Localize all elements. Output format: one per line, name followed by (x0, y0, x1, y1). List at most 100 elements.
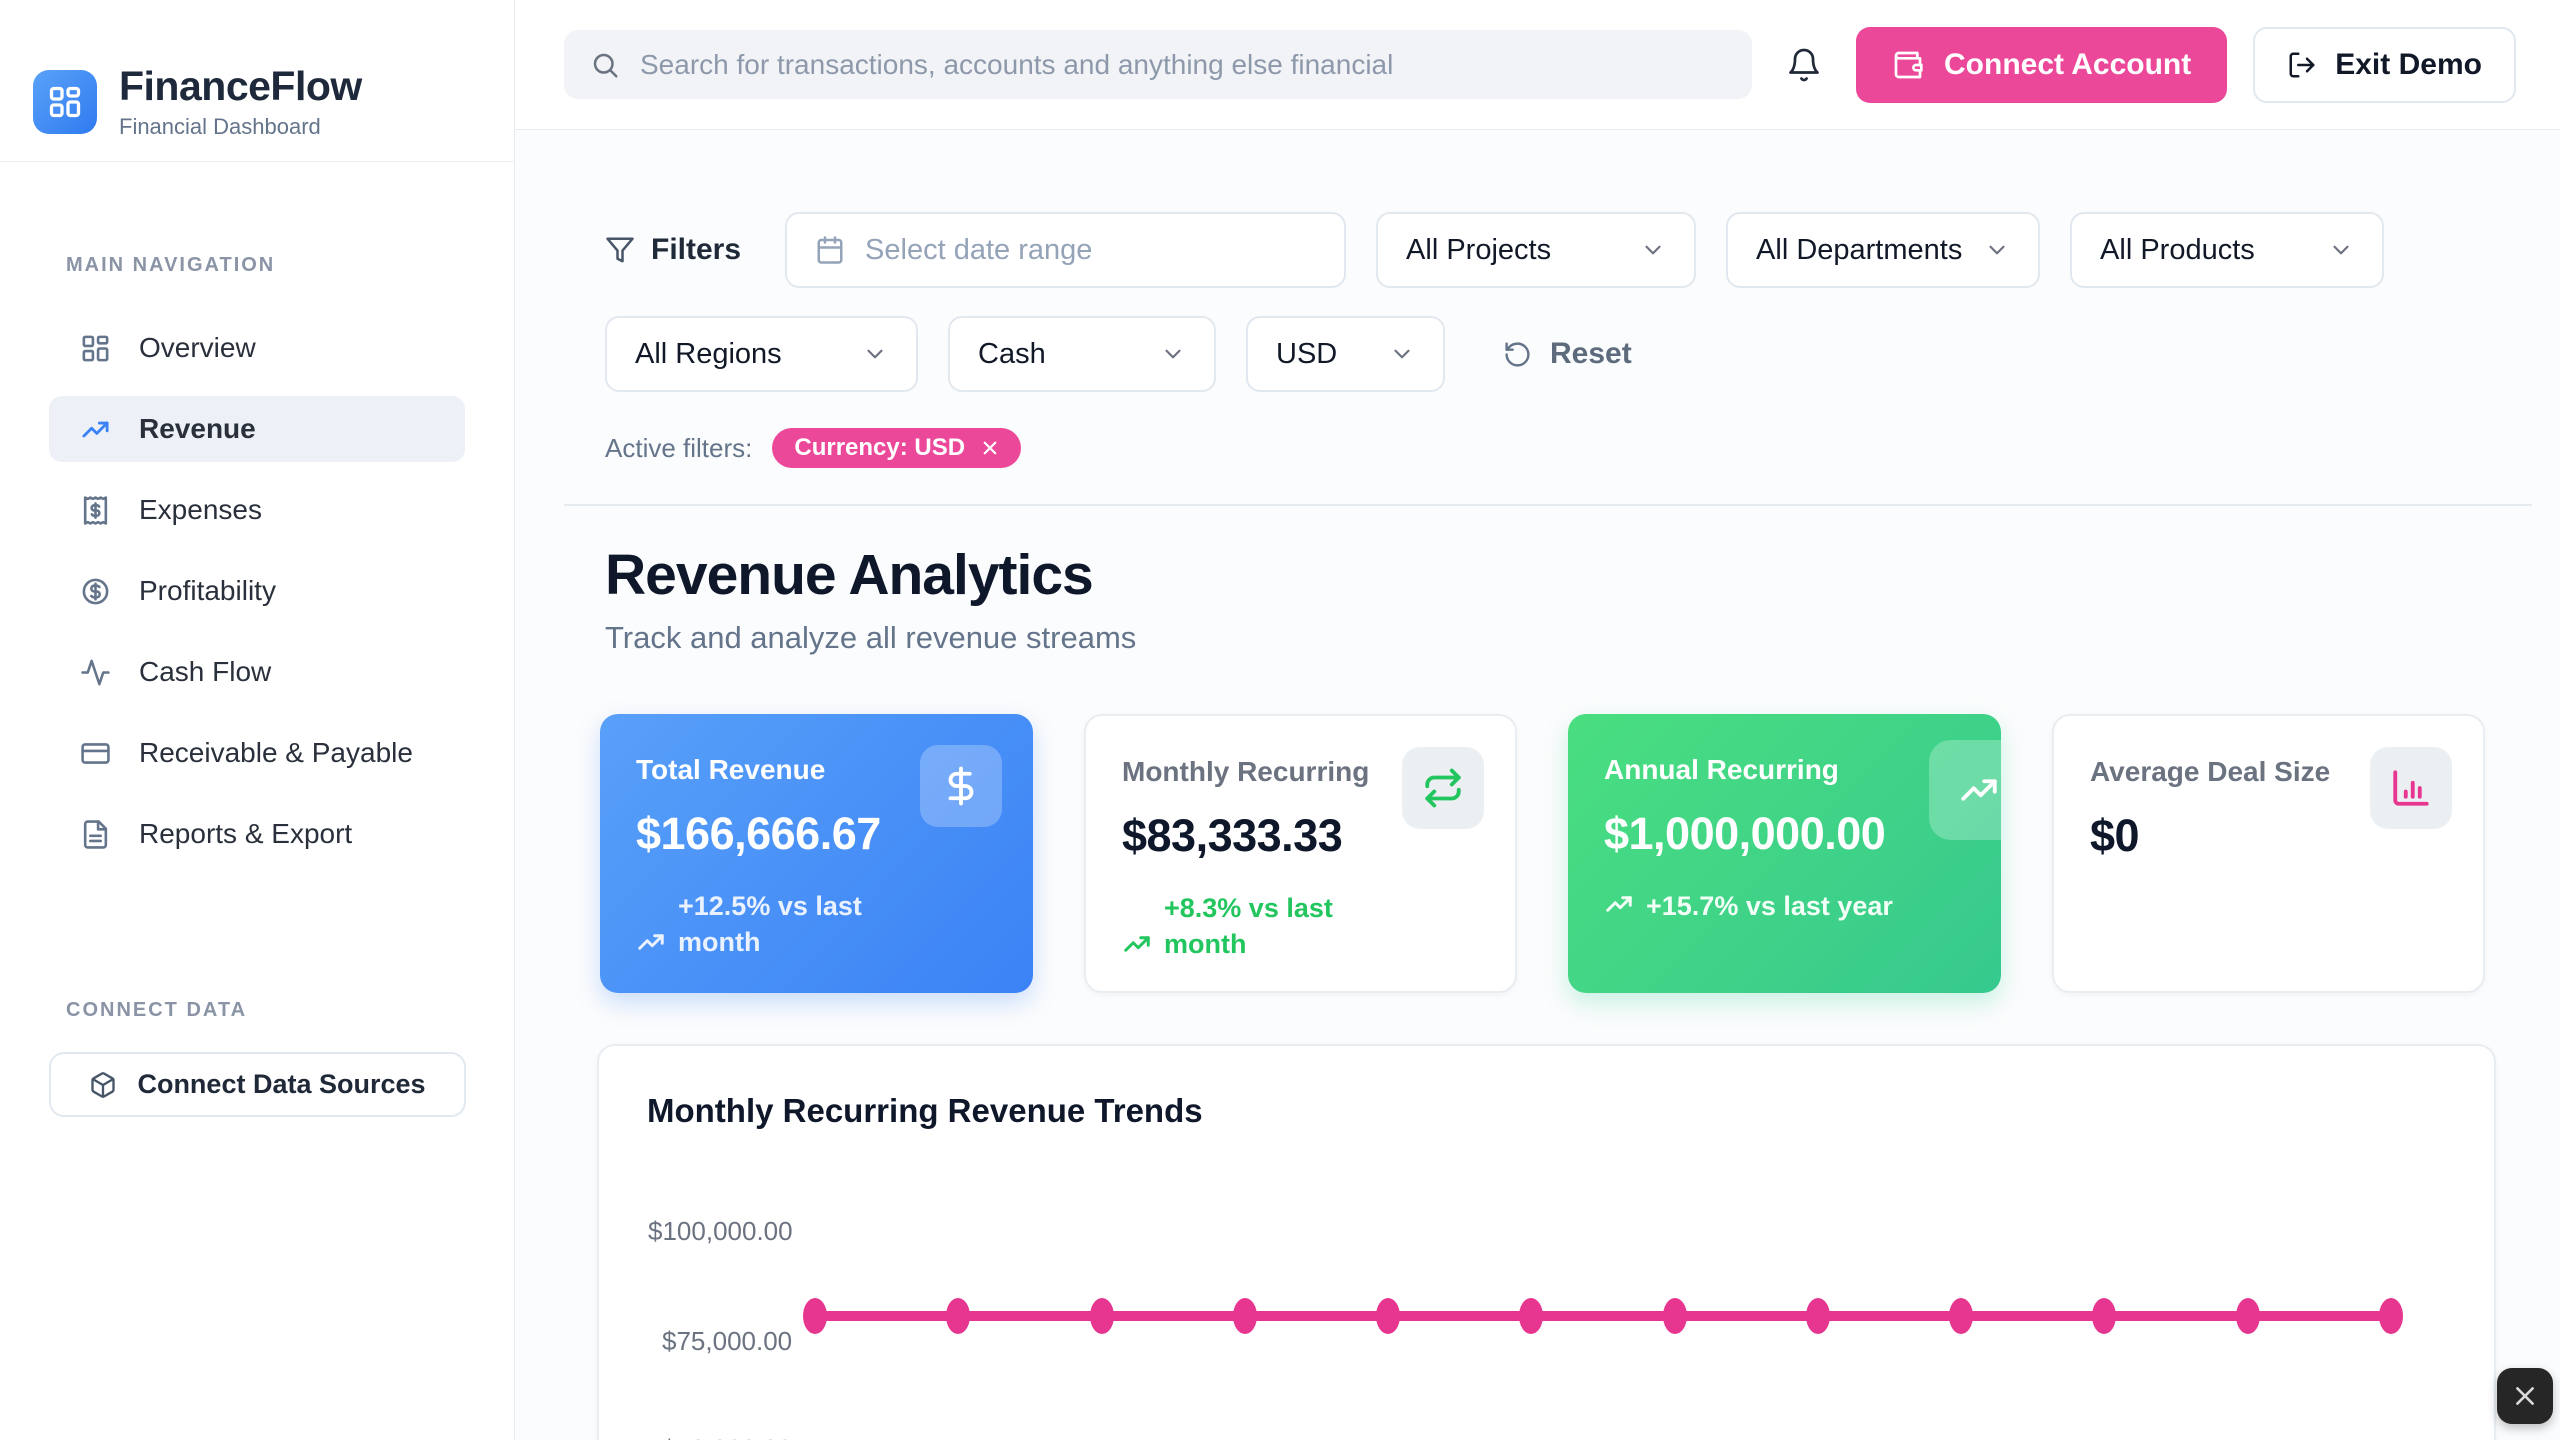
connect-section-heading: CONNECT DATA (66, 999, 248, 1021)
data-point-marker[interactable] (2092, 1298, 2117, 1334)
sidebar-item-label: Cash Flow (139, 656, 272, 687)
main-content: Filters All Projects All Departments All… (515, 130, 2560, 1440)
connect-data-sources-button[interactable]: Connect Data Sources (49, 1052, 466, 1117)
log-out-icon (2289, 52, 2315, 77)
main-navigation: Overview Revenue Expenses Profitability … (0, 315, 514, 867)
trending-up-icon (1929, 740, 2001, 840)
projects-select[interactable]: All Projects (1376, 212, 1697, 288)
stat-value: $1,000,000.00 (1604, 808, 1886, 859)
reset-filters-button[interactable]: Reset (1503, 337, 1632, 371)
wallet-icon (1894, 51, 1923, 78)
topbar: Connect Account Exit Demo (515, 0, 2560, 130)
search-input[interactable] (640, 48, 1726, 81)
repeat-icon (1402, 747, 1484, 829)
bar-chart-icon (2370, 747, 2452, 829)
stat-value: $166,666.67 (636, 808, 881, 859)
stat-card-monthly-recurring[interactable]: Monthly Recurring $83,333.33 +8.3% vs la… (1084, 714, 1517, 993)
trending-up-icon (1606, 896, 1632, 912)
data-point-marker[interactable] (2235, 1298, 2260, 1334)
y-axis-tick: $50,000.00 (662, 1434, 792, 1440)
departments-select[interactable]: All Departments (1726, 212, 2041, 288)
active-filter-chip[interactable]: Currency: USD (772, 428, 1022, 468)
page-title: Revenue Analytics (605, 543, 1094, 607)
trending-up-icon (638, 934, 664, 950)
dollar-circle-icon (82, 578, 109, 604)
layout-grid-icon (82, 335, 109, 361)
filters-label: Filters (605, 233, 741, 267)
currency-select[interactable]: USD (1246, 316, 1445, 392)
chart-title: Monthly Recurring Revenue Trends (647, 1092, 1203, 1129)
chevron-down-icon (1645, 245, 1661, 255)
sidebar: FinanceFlow Financial Dashboard MAIN NAV… (0, 0, 515, 1440)
brand-text: FinanceFlow Financial Dashboard (119, 64, 362, 139)
stat-change: +8.3% vs last month (1122, 890, 1479, 963)
sidebar-item-profitability[interactable]: Profitability (49, 558, 465, 624)
receipt-icon (83, 495, 108, 525)
data-point-marker[interactable] (803, 1298, 827, 1334)
connect-data-sources-label: Connect Data Sources (137, 1069, 426, 1099)
date-range-field[interactable] (785, 212, 1347, 288)
regions-select[interactable]: All Regions (605, 316, 918, 392)
activity-icon (81, 659, 110, 685)
sidebar-item-revenue[interactable]: Revenue (49, 396, 465, 462)
chevron-down-icon (2333, 245, 2349, 255)
sidebar-item-label: Profitability (139, 575, 276, 606)
search-icon (593, 53, 618, 77)
chart-card: Monthly Recurring Revenue Trends $100,00… (597, 1044, 2496, 1440)
sidebar-item-receivable-payable[interactable]: Receivable & Payable (49, 720, 465, 786)
trending-up-icon (82, 421, 109, 437)
payment-type-select[interactable]: Cash (948, 316, 1216, 392)
close-overlay-button[interactable] (2497, 1368, 2553, 1424)
sidebar-item-expenses[interactable]: Expenses (49, 477, 465, 543)
data-point-marker[interactable] (1949, 1298, 1974, 1334)
sidebar-item-label: Overview (139, 332, 256, 363)
active-filters-row: Active filters: Currency: USD (605, 428, 2560, 468)
active-filters-label: Active filters: (605, 432, 753, 463)
trending-up-icon (1124, 936, 1150, 952)
sidebar-item-cash-flow[interactable]: Cash Flow (49, 639, 465, 705)
credit-card-icon (81, 742, 110, 764)
file-text-icon (83, 819, 108, 849)
data-point-marker[interactable] (1376, 1298, 1401, 1334)
revenue-line-series (810, 1311, 2396, 1321)
stat-card-total-revenue[interactable]: Total Revenue $166,666.67 +12.5% vs last… (600, 714, 1033, 993)
bell-icon (1789, 48, 1819, 81)
app-tagline: Financial Dashboard (119, 113, 321, 139)
sidebar-item-reports-export[interactable]: Reports & Export (49, 801, 465, 867)
stat-card-annual-recurring[interactable]: Annual Recurring $1,000,000.00 +15.7% vs… (1568, 714, 2001, 993)
date-range-input[interactable] (865, 233, 1317, 267)
stat-card-average-deal-size[interactable]: Average Deal Size $0 (2052, 714, 2485, 993)
chevron-down-icon (1165, 349, 1181, 359)
page-subtitle: Track and analyze all revenue streams (605, 620, 1137, 655)
data-point-marker[interactable] (946, 1298, 971, 1334)
stat-change: +12.5% vs last month (636, 888, 997, 961)
data-point-marker[interactable] (1089, 1298, 1114, 1334)
data-point-marker[interactable] (1232, 1298, 1257, 1334)
calendar-icon (817, 236, 843, 264)
exit-demo-button[interactable]: Exit Demo (2253, 26, 2516, 103)
package-icon (91, 1071, 116, 1098)
y-axis-tick: $100,000.00 (648, 1216, 793, 1246)
data-point-marker[interactable] (1662, 1298, 1687, 1334)
sidebar-item-label: Reports & Export (139, 818, 353, 849)
sidebar-item-label: Receivable & Payable (139, 737, 413, 768)
app-title: FinanceFlow (119, 63, 362, 110)
dollar-sign-icon (920, 745, 1002, 827)
data-point-marker[interactable] (2379, 1298, 2403, 1334)
filter-funnel-icon (606, 237, 634, 263)
search-box[interactable] (564, 30, 1752, 99)
connect-account-button[interactable]: Connect Account (1856, 26, 2228, 103)
notifications-button[interactable] (1786, 47, 1822, 83)
connect-account-label: Connect Account (1944, 47, 2192, 81)
remove-filter-icon (983, 441, 997, 455)
filters-row-1: Filters All Projects All Departments All… (605, 212, 2560, 288)
data-point-marker[interactable] (1805, 1298, 1830, 1334)
sidebar-item-overview[interactable]: Overview (49, 315, 465, 381)
data-point-marker[interactable] (1519, 1298, 1544, 1334)
rotate-ccw-icon (1505, 341, 1530, 367)
section-divider (564, 504, 2532, 506)
stat-value: $0 (2090, 810, 2140, 861)
close-icon (2516, 1387, 2534, 1405)
products-select[interactable]: All Products (2070, 212, 2385, 288)
